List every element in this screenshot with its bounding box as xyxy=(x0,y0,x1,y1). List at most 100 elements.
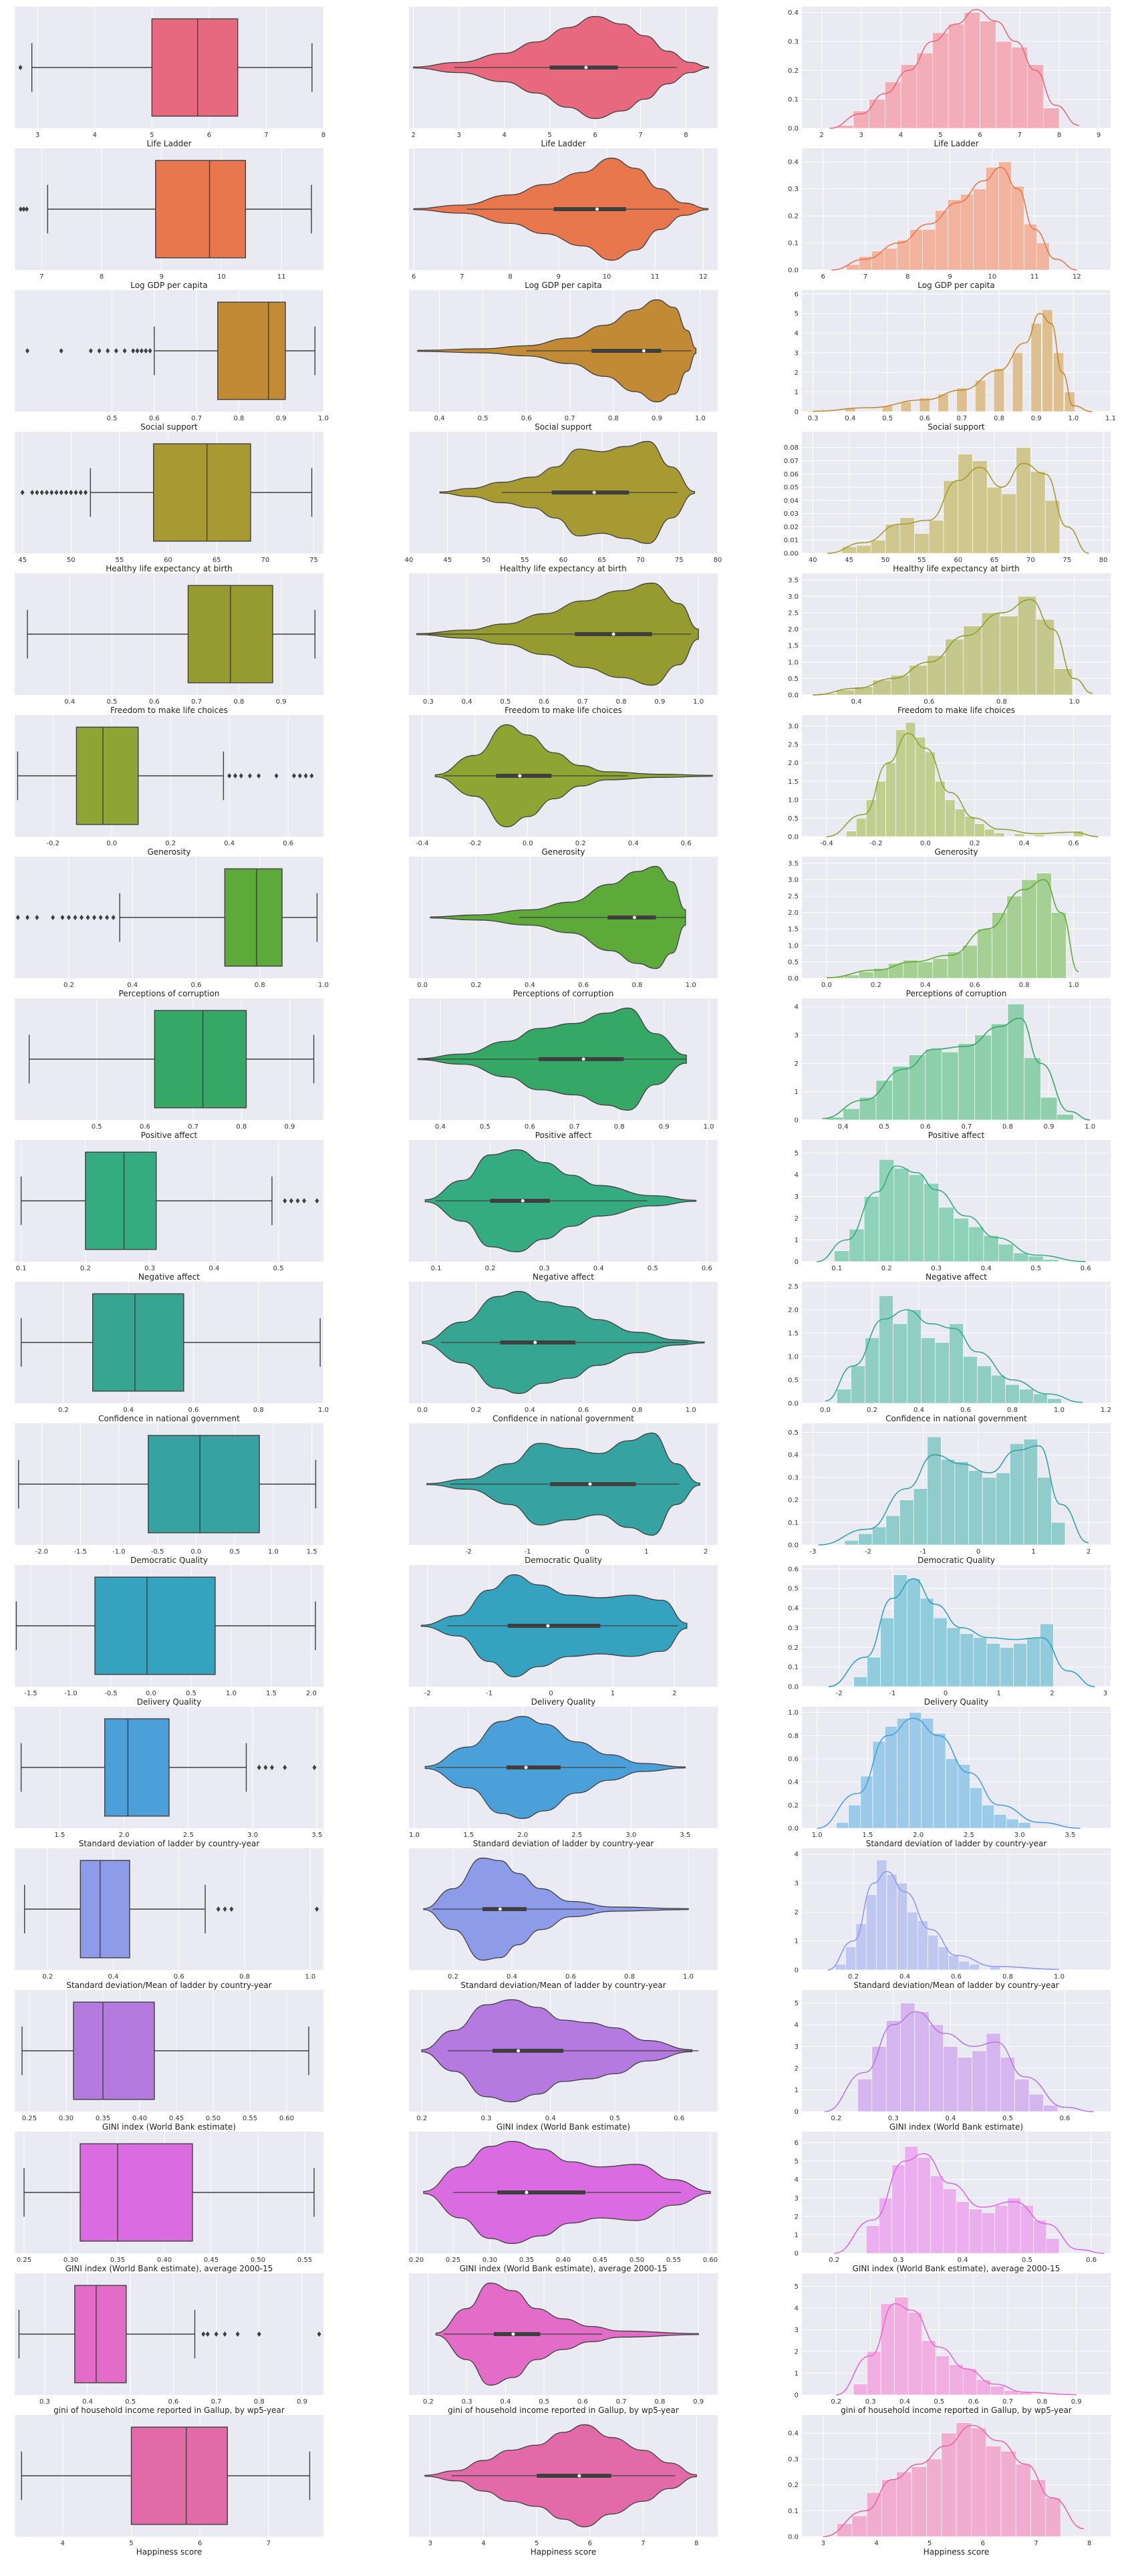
histogram-bar xyxy=(848,1805,861,1829)
x-tick-label: 0.30 xyxy=(59,2115,74,2122)
histogram-bar xyxy=(900,402,911,412)
x-tick-label: 0.7 xyxy=(565,415,575,422)
y-tick-label: 2.5 xyxy=(788,742,799,749)
outlier-point xyxy=(60,915,65,920)
histogram-bar xyxy=(858,1533,873,1546)
histogram-bar xyxy=(1036,619,1055,696)
outlier-point xyxy=(49,490,54,495)
x-tick-label: 0.8 xyxy=(654,2398,665,2406)
violin-median xyxy=(588,1482,592,1486)
outlier-point xyxy=(15,915,20,920)
x-tick-label: 6 xyxy=(593,132,597,139)
x-tick-label: 8 xyxy=(321,132,325,139)
x-tick-label: 8 xyxy=(1087,2540,1091,2547)
x-tick-label: 0.6 xyxy=(525,1123,535,1131)
x-tick-label: 5 xyxy=(129,2540,133,2547)
outlier-point xyxy=(223,2331,227,2337)
x-tick-label: 5 xyxy=(928,2540,932,2547)
histogram-bar xyxy=(921,1337,936,1404)
kde-line xyxy=(831,166,1077,271)
outlier-point xyxy=(148,348,152,353)
histogram-bar xyxy=(1056,1114,1074,1121)
histogram-4: 0.0 0.5 1.0 1.5 2.0 2.5 3.0 3.5 0.4 0.6 0.8 1.0 Free… xyxy=(788,573,1111,715)
y-tick-label: 4 xyxy=(795,2176,799,2184)
x-tick-label: 0.4 xyxy=(462,698,472,706)
y-tick-label: 0.08 xyxy=(784,444,799,452)
x-tick-label: 1.0 xyxy=(1068,415,1079,422)
x-axis-label: Positive affect xyxy=(928,1131,985,1140)
x-tick-label: 50 xyxy=(67,557,76,564)
boxplot-13: 0.2 0.4 0.6 0.8 1.0 Standard deviation/Mean o… xyxy=(15,1848,323,1990)
y-tick-label: 0.3 xyxy=(788,186,799,193)
violin-15: 0.20 0.25 0.30 0.35 0.40 0.45 0.50 0.55 0.60 GINI… xyxy=(409,2132,718,2273)
histogram-bar xyxy=(938,1207,954,1262)
x-tick-label: 0.5 xyxy=(125,2398,136,2406)
x-tick-label: 0.3 xyxy=(539,1265,550,1272)
histogram-bar xyxy=(879,1295,893,1404)
histogram-bar xyxy=(1010,1443,1024,1546)
x-tick-label: 7 xyxy=(638,132,642,139)
x-tick-label: 8 xyxy=(100,273,104,281)
x-tick-label: 6 xyxy=(981,2540,985,2547)
box-iqr xyxy=(73,2001,155,2100)
histogram-bar xyxy=(884,1726,897,1829)
y-tick-label: 0.0 xyxy=(788,692,799,700)
histogram-bar xyxy=(1036,243,1050,271)
x-tick-label: 0.55 xyxy=(297,2257,312,2264)
x-tick-label: 0.35 xyxy=(519,2257,534,2264)
kde-line xyxy=(818,1445,1089,1546)
x-tick-label: 0.9 xyxy=(652,415,662,422)
x-tick-label: 0.4 xyxy=(958,2257,968,2264)
x-tick-label: 0.4 xyxy=(899,1973,910,1981)
x-tick-label: 1.0 xyxy=(704,1123,714,1131)
y-tick-label: 1.0 xyxy=(788,659,799,666)
y-tick-label: 3 xyxy=(795,2043,799,2051)
x-tick-label: 6 xyxy=(198,2540,202,2547)
y-tick-label: 3 xyxy=(795,2195,799,2202)
outlier-point xyxy=(44,490,49,495)
histogram-bar xyxy=(893,1323,907,1404)
box-iqr xyxy=(130,2426,228,2525)
y-tick-label: 0 xyxy=(795,409,799,416)
histogram-bar xyxy=(891,2164,905,2254)
histogram-bar xyxy=(1045,2497,1061,2537)
histogram-bar xyxy=(972,2050,987,2112)
histogram-bar xyxy=(918,962,934,979)
x-axis-label: Perceptions of corruption xyxy=(119,989,220,998)
histogram-bar xyxy=(837,1389,851,1404)
histogram-bar xyxy=(916,53,933,129)
histogram-bar xyxy=(895,729,906,837)
x-tick-label: -2 xyxy=(424,1690,431,1697)
y-tick-label: 3.0 xyxy=(788,877,799,884)
outlier-point xyxy=(21,206,26,212)
histogram-bar xyxy=(1034,834,1044,837)
y-tick-label: 0.3 xyxy=(788,39,799,46)
x-tick-label: 1 xyxy=(997,1690,1001,1697)
box-iqr xyxy=(154,1010,247,1109)
x-tick-label: 10 xyxy=(217,273,226,281)
histogram-bar xyxy=(879,2197,893,2254)
histogram-bar xyxy=(871,251,885,271)
x-axis-label: gini of household income reported in Gal… xyxy=(53,2406,285,2415)
outlier-point xyxy=(69,490,74,495)
x-tick-label: 0.2 xyxy=(970,840,980,847)
x-tick-label: 0.6 xyxy=(578,982,589,989)
histogram-bar xyxy=(957,2057,972,2112)
x-tick-label: 1.0 xyxy=(686,982,696,989)
x-tick-label: -2 xyxy=(465,1548,472,1556)
histogram-bar xyxy=(960,1633,974,1687)
x-tick-label: 0.8 xyxy=(616,698,627,706)
histogram-bar xyxy=(885,762,896,837)
histogram-bar xyxy=(992,912,1008,979)
x-tick-label: 2 xyxy=(819,132,823,139)
y-tick-label: 0.2 xyxy=(788,2482,799,2489)
histogram-bar xyxy=(935,210,948,271)
histogram-bar xyxy=(1052,352,1065,412)
histogram-bar xyxy=(986,1643,1001,1687)
x-tick-label: 0.45 xyxy=(204,2257,219,2264)
x-tick-label: 0.3 xyxy=(481,2115,492,2122)
x-axis-label: Social support xyxy=(535,422,592,432)
histogram-bar xyxy=(926,2458,942,2537)
x-tick-label: 0.9 xyxy=(659,1123,670,1131)
y-tick-label: 0.1 xyxy=(788,1664,799,1671)
